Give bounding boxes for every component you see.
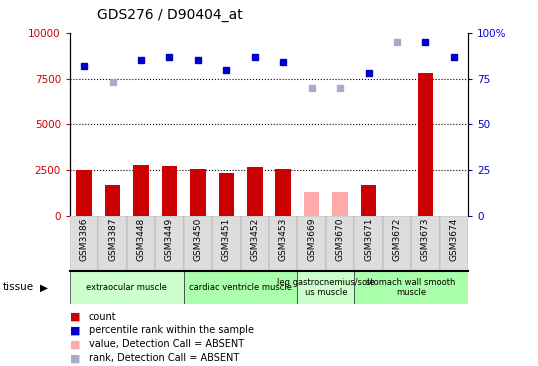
Text: GSM3670: GSM3670 <box>336 217 345 261</box>
Text: stomach wall smooth
muscle: stomach wall smooth muscle <box>366 277 456 297</box>
Bar <box>133 165 149 216</box>
Text: GSM3386: GSM3386 <box>80 217 89 261</box>
Text: leg gastrocnemius/sole
us muscle: leg gastrocnemius/sole us muscle <box>277 277 375 297</box>
Text: GSM3387: GSM3387 <box>108 217 117 261</box>
Text: GSM3448: GSM3448 <box>137 217 146 261</box>
Bar <box>298 271 355 304</box>
Bar <box>326 216 355 271</box>
Bar <box>275 169 291 216</box>
Text: cardiac ventricle muscle: cardiac ventricle muscle <box>189 283 292 292</box>
Bar <box>155 216 183 271</box>
Text: ▶: ▶ <box>40 282 48 292</box>
Text: GSM3451: GSM3451 <box>222 217 231 261</box>
Text: GSM3674: GSM3674 <box>449 217 458 261</box>
Bar <box>105 185 121 216</box>
Bar <box>411 216 440 271</box>
Bar <box>355 271 468 304</box>
Text: GSM3672: GSM3672 <box>392 217 401 261</box>
Text: GSM3671: GSM3671 <box>364 217 373 261</box>
Text: ■: ■ <box>70 311 81 322</box>
Text: percentile rank within the sample: percentile rank within the sample <box>89 325 254 336</box>
Text: GSM3452: GSM3452 <box>250 217 259 261</box>
Bar <box>269 216 298 271</box>
Bar <box>212 216 240 271</box>
Bar <box>417 73 433 216</box>
Text: GSM3673: GSM3673 <box>421 217 430 261</box>
Bar <box>98 216 127 271</box>
Bar <box>298 216 326 271</box>
Bar <box>304 192 320 216</box>
Bar <box>247 167 263 216</box>
Bar <box>183 216 212 271</box>
Text: ■: ■ <box>70 353 81 363</box>
Text: GSM3453: GSM3453 <box>279 217 288 261</box>
Text: GDS276 / D90404_at: GDS276 / D90404_at <box>97 8 243 22</box>
Bar <box>383 216 411 271</box>
Bar <box>240 216 269 271</box>
Bar <box>332 192 348 216</box>
Bar <box>440 216 468 271</box>
Text: ■: ■ <box>70 325 81 336</box>
Text: value, Detection Call = ABSENT: value, Detection Call = ABSENT <box>89 339 244 350</box>
Text: count: count <box>89 311 116 322</box>
Bar <box>70 271 183 304</box>
Text: GSM3450: GSM3450 <box>193 217 202 261</box>
Text: extraocular muscle: extraocular muscle <box>87 283 167 292</box>
Bar <box>70 216 98 271</box>
Text: GSM3449: GSM3449 <box>165 217 174 261</box>
Text: ■: ■ <box>70 339 81 350</box>
Text: tissue: tissue <box>3 282 34 292</box>
Bar <box>360 185 377 216</box>
Text: GSM3669: GSM3669 <box>307 217 316 261</box>
Bar <box>183 271 298 304</box>
Text: rank, Detection Call = ABSENT: rank, Detection Call = ABSENT <box>89 353 239 363</box>
Bar <box>190 169 206 216</box>
Bar <box>218 173 234 216</box>
Bar <box>161 165 178 216</box>
Bar <box>76 170 92 216</box>
Bar <box>127 216 155 271</box>
Bar <box>355 216 383 271</box>
